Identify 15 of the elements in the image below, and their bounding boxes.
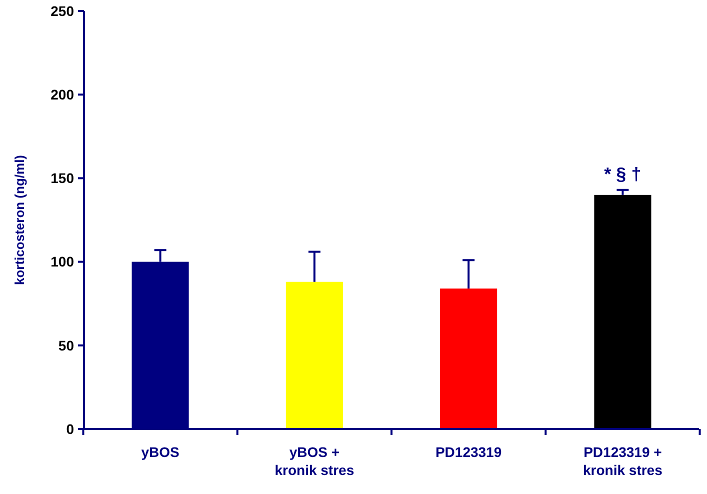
annotation: * § † bbox=[604, 164, 642, 184]
x-tick-label: yBOS + kronik stres bbox=[274, 444, 354, 478]
y-tick-label: 200 bbox=[50, 86, 74, 102]
y-tick-label: 100 bbox=[50, 254, 74, 270]
y-axis-title: korticosteron (ng/ml) bbox=[12, 154, 27, 286]
y-tick-label: 250 bbox=[50, 2, 74, 19]
bar bbox=[286, 282, 343, 429]
y-tick-label: 0 bbox=[66, 420, 74, 437]
x-tick-label: PD123319 bbox=[435, 444, 502, 460]
y-tick-label: 50 bbox=[58, 337, 74, 354]
x-tick-label: PD123319 + kronik stres bbox=[583, 444, 663, 478]
y-tick-label: 150 bbox=[50, 170, 74, 186]
bar bbox=[594, 194, 652, 429]
x-tick-label: yBOS bbox=[141, 444, 180, 460]
bar bbox=[440, 288, 498, 429]
